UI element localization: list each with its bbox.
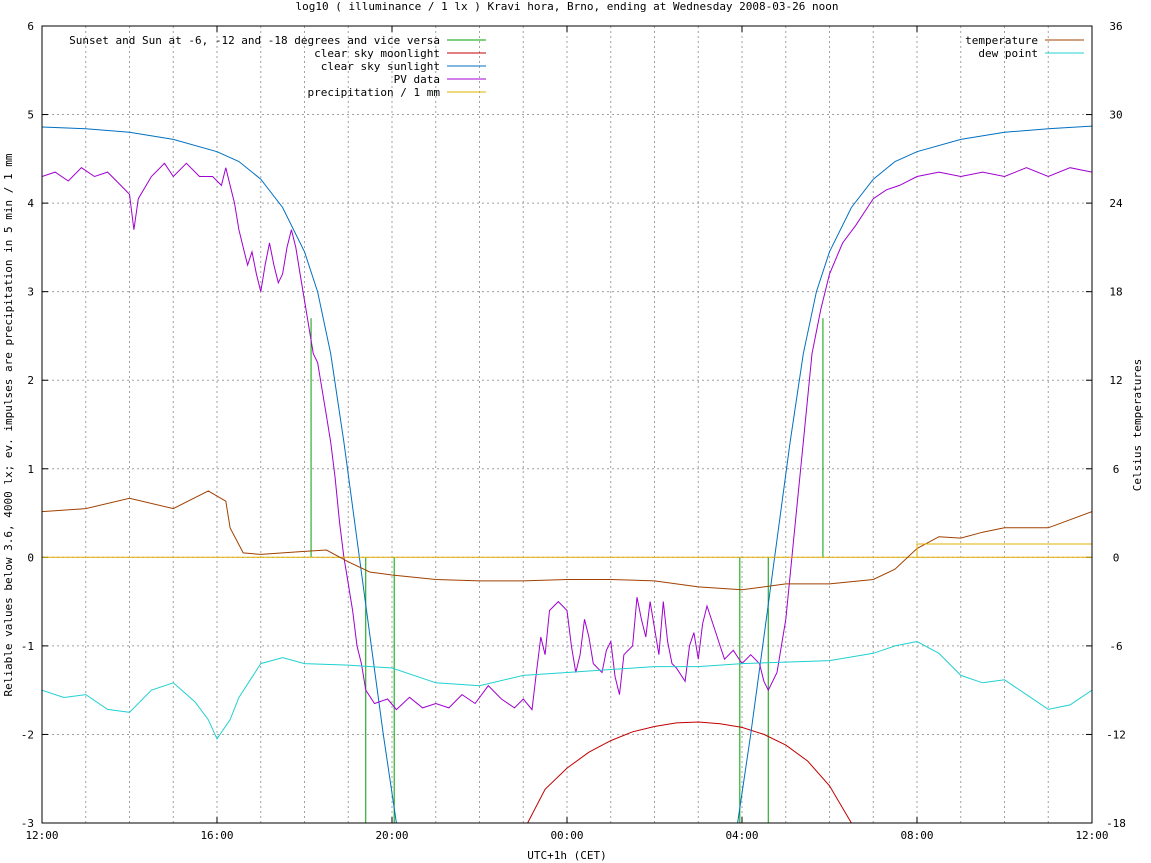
y-axis-label: Reliable values below 3.6, 4000 lx; ev. …	[2, 153, 15, 696]
x-tick-label: 04:00	[725, 829, 758, 842]
legend-label: dew point	[978, 47, 1038, 60]
chart-title: log10 ( illuminance / 1 lx ) Kravi hora,…	[295, 0, 838, 13]
y-axis-ticks: -3 -2 -1 0 1 2 3 4 5 6	[21, 20, 48, 830]
y-tick-label: -3	[21, 817, 34, 830]
y-tick-label: 1	[27, 463, 34, 476]
y2-tick-label: 36	[1109, 20, 1122, 33]
legend-label: clear sky sunlight	[321, 60, 440, 73]
y-tick-label: 5	[27, 109, 34, 122]
x-tick-label: 20:00	[375, 829, 408, 842]
y-tick-label: -1	[21, 640, 34, 653]
legend-left: Sunset and Sun at -6, -12 and -18 degree…	[69, 34, 486, 99]
y2-tick-label: 0	[1113, 551, 1120, 564]
y-tick-label: 0	[27, 551, 34, 564]
x-tick-label: 16:00	[200, 829, 233, 842]
x-axis-label: UTC+1h (CET)	[527, 849, 606, 862]
x-tick-label: 12:00	[25, 829, 58, 842]
series-pv-data-line	[42, 162, 1092, 711]
grid	[42, 26, 1092, 823]
y-tick-label: 6	[27, 20, 34, 33]
y2-tick-label: -12	[1106, 728, 1126, 741]
y-tick-label: -2	[21, 728, 34, 741]
legend-label: precipitation / 1 mm	[308, 86, 441, 99]
y2-tick-label: -18	[1106, 817, 1126, 830]
series-clear-sky-moonlight-line	[527, 721, 852, 823]
y2-tick-label: 18	[1109, 286, 1122, 299]
series-dew-point-line	[42, 640, 1092, 740]
series-temperature-line	[42, 490, 1092, 591]
x-axis-ticks: 12:00 16:00 20:00 00:00 04:00 08:00 12:00	[25, 26, 1109, 842]
legend-label: PV data	[394, 73, 440, 86]
y2-axis-label: Celsius temperatures	[1131, 359, 1144, 491]
legend-label: Sunset and Sun at -6, -12 and -18 degree…	[69, 34, 440, 47]
y-tick-label: 3	[27, 286, 34, 299]
y-tick-label: 4	[27, 197, 34, 210]
legend-label: temperature	[965, 34, 1038, 47]
x-tick-label: 12:00	[1075, 829, 1108, 842]
y2-tick-label: 30	[1109, 109, 1122, 122]
series-unnamed-7-line	[916, 543, 1092, 558]
y2-tick-label: 6	[1113, 463, 1120, 476]
series-layer	[42, 125, 1092, 823]
x-tick-label: 08:00	[900, 829, 933, 842]
y2-tick-label: 12	[1109, 374, 1122, 387]
y2-axis-ticks: -18 -12 -6 0 6 12 18 24 30 36	[1086, 20, 1126, 830]
y2-tick-label: 24	[1109, 197, 1123, 210]
plot-frame	[41, 25, 1093, 824]
series-clear-sky-sunlight-line	[42, 125, 1092, 823]
x-tick-label: 00:00	[550, 829, 583, 842]
y2-tick-label: -6	[1109, 640, 1122, 653]
legend-label: clear sky moonlight	[314, 47, 440, 60]
y-tick-label: 2	[27, 374, 34, 387]
